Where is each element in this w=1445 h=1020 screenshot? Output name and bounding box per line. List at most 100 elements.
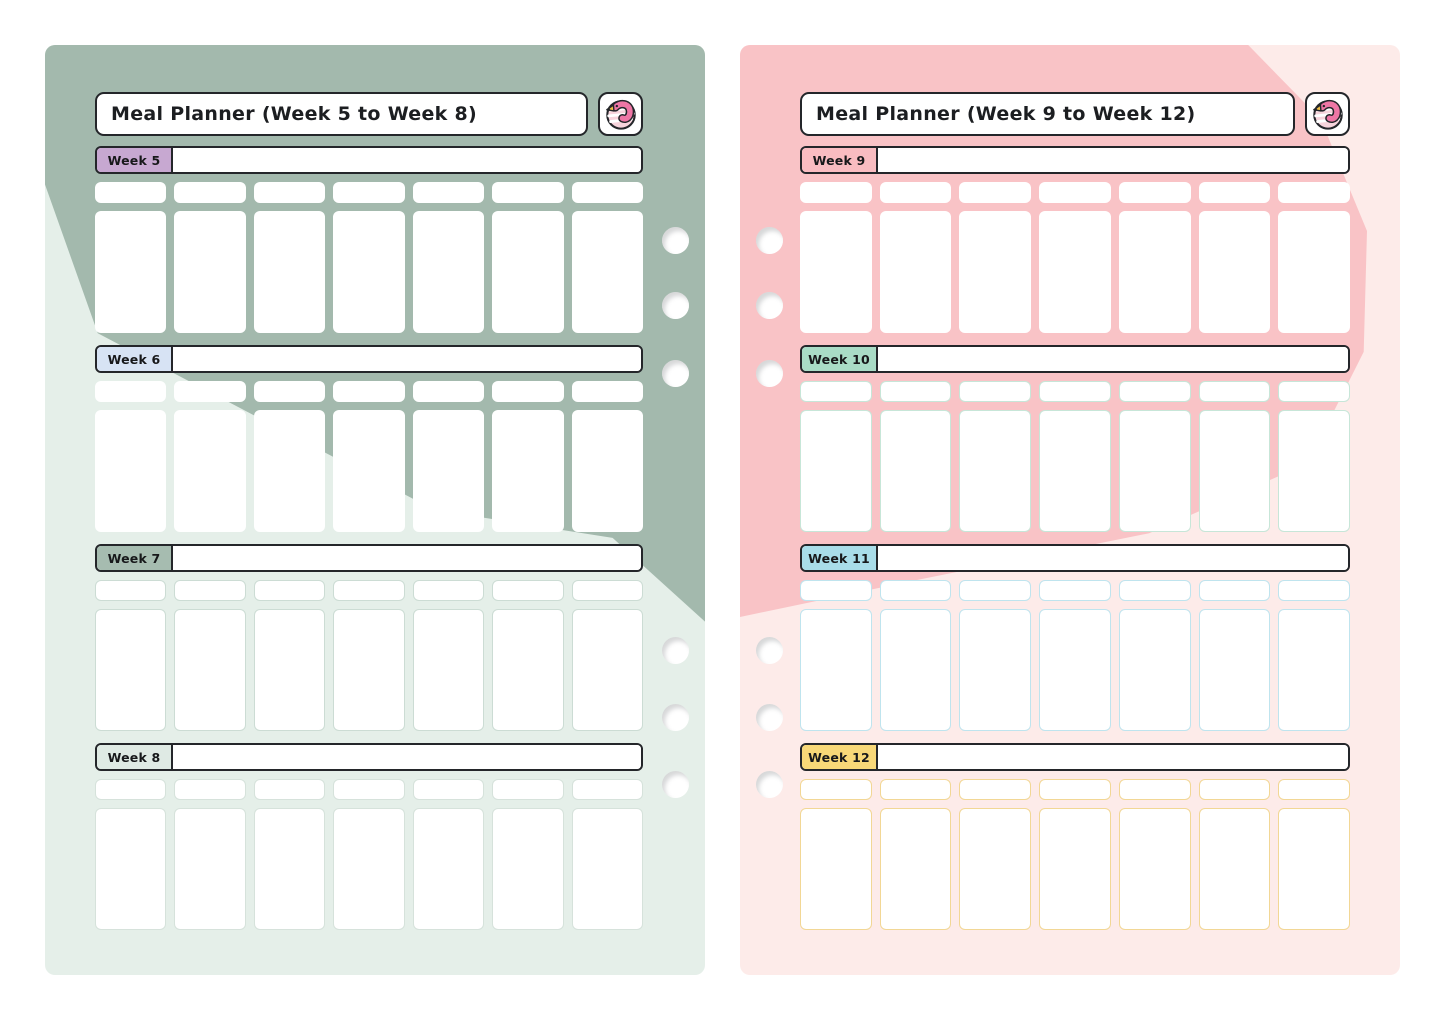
week-block: Week 5 — [95, 146, 643, 333]
day-header-cell — [412, 182, 485, 203]
meal-cell — [1198, 211, 1271, 333]
binder-hole — [662, 637, 689, 664]
day-header-cell — [571, 580, 643, 601]
week-title-field — [173, 745, 641, 769]
meal-cell — [333, 410, 405, 532]
day-header-cell — [1039, 182, 1111, 203]
day-header-cell — [1278, 381, 1350, 402]
day-header-cell — [571, 779, 643, 800]
day-header-cell — [492, 779, 564, 800]
day-header-cell — [253, 182, 326, 203]
meal-cell — [800, 609, 872, 731]
binder-hole — [662, 704, 689, 731]
week-header-bar: Week 6 — [95, 345, 643, 373]
binder-holes — [662, 45, 689, 975]
meal-cell — [571, 609, 643, 731]
day-header-cell — [95, 580, 167, 601]
meal-cell — [1198, 808, 1271, 930]
day-header-cell — [879, 580, 952, 601]
week-header-bar: Week 11 — [800, 544, 1350, 572]
meal-cell — [95, 211, 167, 333]
week-label: Week 6 — [97, 347, 173, 371]
binder-hole — [756, 360, 783, 387]
day-header-cell — [571, 182, 643, 203]
day-header-row — [95, 779, 643, 800]
meal-cell — [879, 609, 952, 731]
day-header-cell — [959, 779, 1032, 800]
day-header-cell — [333, 182, 405, 203]
day-header-row — [800, 182, 1350, 203]
meal-cell — [959, 410, 1032, 532]
meal-cell — [174, 808, 246, 930]
planner-page-left: Meal Planner (Week 5 to Week 8) — [45, 45, 705, 975]
week-block: Week 11 — [800, 544, 1350, 731]
week-title-field — [173, 148, 641, 172]
day-header-cell — [571, 381, 643, 402]
meal-cell — [800, 211, 872, 333]
day-header-cell — [800, 580, 872, 601]
week-title-field — [878, 546, 1348, 570]
meal-cell-row — [800, 211, 1350, 333]
meal-cell — [174, 609, 246, 731]
meal-cell — [1039, 211, 1111, 333]
meal-cell — [1278, 211, 1350, 333]
binder-hole — [756, 227, 783, 254]
day-header-cell — [95, 182, 167, 203]
weeks-container: Week 9 Week 10 Week 11 Week 12 — [800, 146, 1350, 930]
meal-cell — [879, 808, 952, 930]
day-header-row — [800, 580, 1350, 601]
meal-cell — [1278, 609, 1350, 731]
meal-cell — [959, 808, 1032, 930]
day-header-row — [800, 779, 1350, 800]
meal-cell — [95, 808, 167, 930]
meal-cell — [879, 211, 952, 333]
week-label: Week 9 — [802, 148, 878, 172]
week-block: Week 12 — [800, 743, 1350, 930]
week-label: Week 8 — [97, 745, 173, 769]
binder-holes — [756, 45, 783, 975]
meal-cell — [959, 211, 1032, 333]
day-header-cell — [959, 381, 1032, 402]
flamingo-icon-button — [598, 92, 643, 136]
meal-cell-row — [800, 410, 1350, 532]
meal-cell — [1118, 211, 1191, 333]
day-header-cell — [95, 779, 167, 800]
day-header-cell — [800, 779, 872, 800]
meal-cell-row — [95, 211, 643, 333]
day-header-cell — [1198, 580, 1271, 601]
week-label: Week 5 — [97, 148, 173, 172]
week-header-bar: Week 7 — [95, 544, 643, 572]
day-header-cell — [174, 580, 246, 601]
week-block: Week 6 — [95, 345, 643, 532]
week-block: Week 8 — [95, 743, 643, 930]
page-title-bar: Meal Planner (Week 5 to Week 8) — [95, 92, 588, 136]
meal-cell — [412, 808, 485, 930]
day-header-cell — [800, 381, 872, 402]
day-header-cell — [879, 381, 952, 402]
meal-cell — [95, 410, 167, 532]
day-header-cell — [1278, 779, 1350, 800]
week-title-field — [173, 347, 641, 371]
meal-cell — [412, 410, 485, 532]
meal-cell — [95, 609, 167, 731]
day-header-cell — [174, 182, 246, 203]
page-title: Meal Planner (Week 5 to Week 8) — [111, 103, 478, 125]
week-title-field — [173, 546, 641, 570]
day-header-cell — [1198, 182, 1271, 203]
day-header-row — [95, 182, 643, 203]
page-title-bar: Meal Planner (Week 9 to Week 12) — [800, 92, 1295, 136]
day-header-cell — [412, 381, 485, 402]
day-header-cell — [1039, 580, 1111, 601]
binder-hole — [662, 360, 689, 387]
day-header-cell — [95, 381, 167, 402]
day-header-cell — [1118, 381, 1191, 402]
week-label: Week 10 — [802, 347, 878, 371]
flamingo-icon-button — [1305, 92, 1350, 136]
day-header-cell — [1198, 779, 1271, 800]
day-header-row — [95, 381, 643, 402]
meal-cell — [1278, 410, 1350, 532]
day-header-cell — [412, 580, 485, 601]
day-header-cell — [492, 381, 564, 402]
meal-cell — [253, 410, 326, 532]
